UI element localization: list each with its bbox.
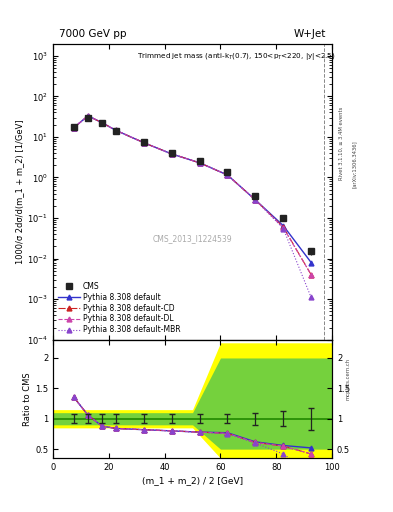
Text: Trimmed jet mass (anti-k$_T$(0.7), 150<p$_T$<220, |y|<2.5): Trimmed jet mass (anti-k$_T$(0.7), 150<p… <box>137 51 336 62</box>
Text: mcplots.cern.ch: mcplots.cern.ch <box>345 358 350 400</box>
Text: CMS_2013_I1224539: CMS_2013_I1224539 <box>153 234 232 244</box>
X-axis label: (m_1 + m_2) / 2 [GeV]: (m_1 + m_2) / 2 [GeV] <box>142 476 243 485</box>
Text: 7000 GeV pp: 7000 GeV pp <box>59 29 126 39</box>
Y-axis label: Ratio to CMS: Ratio to CMS <box>23 372 32 426</box>
Text: W+Jet: W+Jet <box>294 29 327 39</box>
Legend: CMS, Pythia 8.308 default, Pythia 8.308 default-CD, Pythia 8.308 default-DL, Pyt: CMS, Pythia 8.308 default, Pythia 8.308 … <box>57 280 182 336</box>
Y-axis label: 1000/σ 2dσ/d(m_1 + m_2) [1/GeV]: 1000/σ 2dσ/d(m_1 + m_2) [1/GeV] <box>15 119 24 264</box>
Text: Rivet 3.1.10, ≥ 3.4M events: Rivet 3.1.10, ≥ 3.4M events <box>339 106 344 180</box>
Text: [arXiv:1306.3436]: [arXiv:1306.3436] <box>352 140 357 188</box>
